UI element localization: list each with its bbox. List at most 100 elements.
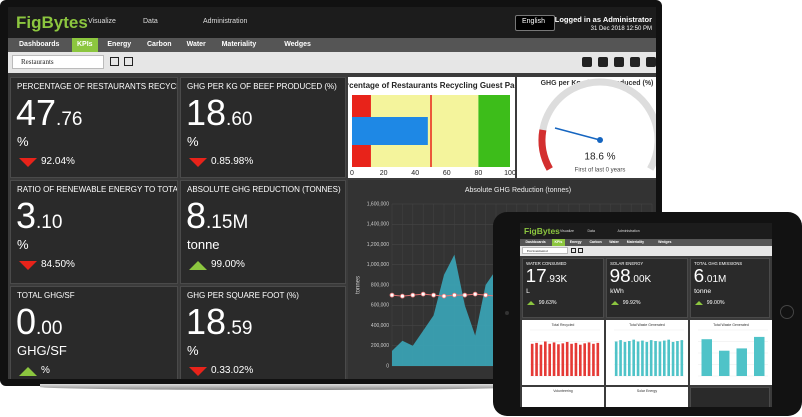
kpi-tile: RATIO OF RENEWABLE ENERGY TO TOTAL ... 3.…: [10, 180, 178, 284]
menu-item[interactable]: Data: [587, 228, 595, 233]
tab[interactable]: Water: [609, 239, 619, 244]
tab[interactable]: Dashboards: [19, 41, 60, 48]
kpi-tile: PERCENTAGE OF RESTAURANTS RECYCLIN... 47.…: [10, 77, 178, 178]
menu-item[interactable]: Administration: [617, 228, 640, 233]
trend-arrow: [695, 301, 704, 305]
toolbar-icon: [630, 57, 640, 67]
tab[interactable]: Carbon: [147, 41, 172, 48]
language-select[interactable]: English: [515, 15, 555, 31]
tab[interactable]: Dashboards: [525, 239, 546, 244]
tab[interactable]: Materiality: [221, 41, 257, 48]
gauge: GHG per Kg of Beef Produced (%)18.6 %Fir…: [538, 78, 656, 174]
bar: [548, 343, 551, 376]
kpi-title: TOTAL GHG EMISSIONS: [694, 261, 743, 267]
kpi-decimals: .15M: [206, 212, 249, 233]
bar: [701, 339, 712, 376]
bar: [680, 340, 684, 376]
kpi-value: 8: [186, 195, 207, 236]
bar: [628, 341, 631, 376]
bar: [565, 341, 569, 376]
user: Logged in as Administrator: [554, 15, 652, 24]
kpi-change: 92.04%: [41, 156, 75, 167]
kpi-unit: tonne: [694, 288, 712, 296]
kpi-tile: GHG PER KG OF BEEF PRODUCED (%) 18.60% 0.8…: [180, 77, 346, 178]
menu-item[interactable]: Data: [143, 18, 158, 25]
kpi-value: 3: [16, 195, 37, 236]
kpi-value-row: 8.15M: [186, 195, 248, 237]
kpi-unit: kWh: [610, 288, 624, 296]
x-tick-label: 80: [475, 170, 483, 177]
x-tick-label: 0: [350, 170, 354, 177]
kpi-decimals: .93K: [546, 274, 568, 286]
filter-box[interactable]: Environmental: [522, 247, 568, 254]
kpi-unit: L: [526, 288, 530, 296]
kpi-tile: WATER CONSUMED 17.93K L 99.63%: [522, 258, 604, 318]
filter-box[interactable]: Restaurants: [12, 55, 104, 69]
menu-item[interactable]: Visualize: [560, 228, 574, 233]
tab-bar: Dashboards KPIs Energy Carbon Water Materiali…: [8, 38, 656, 52]
bullet-chart: rcentage of Restaurants Recycling Guest …: [348, 81, 515, 177]
bar: [654, 341, 657, 376]
tab[interactable]: Water: [186, 41, 206, 48]
kpi-tile: TOTAL GHG/SF 0.00 GHG/SF%: [10, 286, 178, 379]
bar: [719, 350, 730, 376]
tab[interactable]: Energy: [107, 41, 132, 48]
kpi-value: 47: [16, 92, 57, 133]
tab[interactable]: KPIs: [72, 38, 98, 52]
bar-chart: Total Waste Generated: [614, 323, 684, 377]
filter: Environmental: [527, 249, 548, 253]
trend-arrow: [19, 158, 37, 167]
x-tick-label: 100: [504, 170, 515, 177]
tab[interactable]: Energy: [569, 239, 582, 244]
line-point: [410, 292, 416, 298]
kpi-value-row: 17.93K: [526, 266, 568, 288]
gauge-needle: [554, 127, 601, 141]
kpi-tile: ABSOLUTE GHG REDUCTION (TONNES) 8.15M tonn…: [180, 180, 346, 284]
bar: [596, 342, 600, 376]
bar: [619, 340, 622, 376]
tab[interactable]: Materiality: [626, 239, 645, 244]
line-point: [389, 292, 395, 298]
line-point: [431, 292, 436, 298]
tab[interactable]: Wedges: [284, 41, 311, 48]
y-axis-label: tonnes: [356, 276, 362, 294]
toolbar: Restaurants: [8, 52, 656, 73]
kpi-decimals: .59: [226, 318, 253, 339]
line-point: [472, 291, 478, 297]
bar-panel: Total Recycled: [522, 320, 604, 385]
kpi-unit: tonne: [187, 237, 220, 252]
menu-item[interactable]: Administration: [203, 18, 248, 25]
toolbar-icon: [110, 57, 119, 66]
kpi-value: 17: [525, 266, 547, 288]
bar: [658, 341, 662, 376]
kpi-decimals: .76: [56, 109, 83, 130]
kpi-value-row: 47.76: [16, 92, 82, 134]
line-point: [400, 293, 405, 299]
bar: [579, 344, 582, 376]
toolbar-icon: [124, 57, 133, 66]
tablet-home-button[interactable]: [780, 305, 794, 319]
tab[interactable]: KPIs: [552, 238, 565, 246]
bar-chart: Total Waste Generated: [698, 323, 768, 377]
tablet-camera: [505, 311, 509, 315]
kpi-title: PERCENTAGE OF RESTAURANTS RECYCLIN...: [17, 82, 178, 91]
y-tick-label: 400,000: [371, 323, 389, 329]
line-point: [420, 291, 426, 297]
chart-title: Volunteering: [553, 389, 573, 393]
kpi-value-row: 3.10: [16, 195, 62, 237]
kpi-title: RATIO OF RENEWABLE ENERGY TO TOTAL ...: [17, 185, 178, 194]
x-tick-label: 40: [411, 170, 419, 177]
kpi-title: TOTAL GHG/SF: [17, 291, 75, 300]
toolbar-icon: [578, 248, 583, 253]
trend-arrow: [189, 158, 207, 167]
header: FigBytes Visualize Data Administration: [520, 223, 772, 239]
y-tick-label: 1,200,000: [367, 242, 389, 248]
tab[interactable]: Carbon: [589, 239, 602, 244]
kpi-tile: TOTAL GHG EMISSIONS 6.01M tonne 99.00%: [690, 258, 770, 318]
datetime: 31 Dec 2018 12:50 PM: [590, 26, 652, 32]
tab[interactable]: Wedges: [658, 239, 672, 244]
menu-item[interactable]: Visualize: [88, 18, 116, 25]
bar: [667, 339, 670, 376]
kpi-value: 18: [186, 301, 227, 342]
